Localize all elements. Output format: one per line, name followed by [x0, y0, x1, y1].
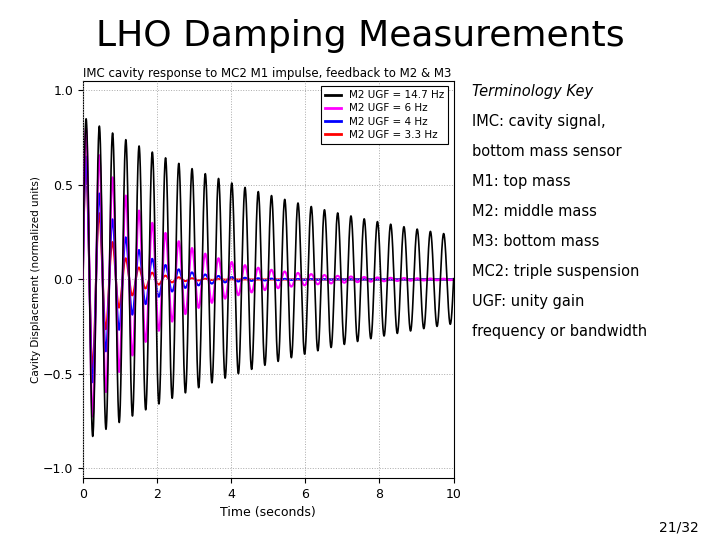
Text: MC2: triple suspension: MC2: triple suspension [472, 264, 639, 279]
Text: IMC cavity response to MC2 M1 impulse, feedback to M2 & M3: IMC cavity response to MC2 M1 impulse, f… [83, 67, 451, 80]
Y-axis label: Cavity Displacement (normalized units): Cavity Displacement (normalized units) [31, 176, 41, 383]
Text: M2: middle mass: M2: middle mass [472, 204, 596, 219]
Text: bottom mass sensor: bottom mass sensor [472, 144, 621, 159]
Text: M3: bottom mass: M3: bottom mass [472, 234, 599, 249]
Text: 21/32: 21/32 [659, 521, 698, 535]
Text: IMC: cavity signal,: IMC: cavity signal, [472, 114, 606, 129]
Legend: M2 UGF = 14.7 Hz, M2 UGF = 6 Hz, M2 UGF = 4 Hz, M2 UGF = 3.3 Hz: M2 UGF = 14.7 Hz, M2 UGF = 6 Hz, M2 UGF … [321, 86, 449, 144]
Text: M1: top mass: M1: top mass [472, 174, 570, 189]
X-axis label: Time (seconds): Time (seconds) [220, 506, 316, 519]
Text: frequency or bandwidth: frequency or bandwidth [472, 324, 647, 339]
Text: UGF: unity gain: UGF: unity gain [472, 294, 584, 309]
Text: Terminology Key: Terminology Key [472, 84, 593, 99]
Text: LHO Damping Measurements: LHO Damping Measurements [96, 19, 624, 53]
